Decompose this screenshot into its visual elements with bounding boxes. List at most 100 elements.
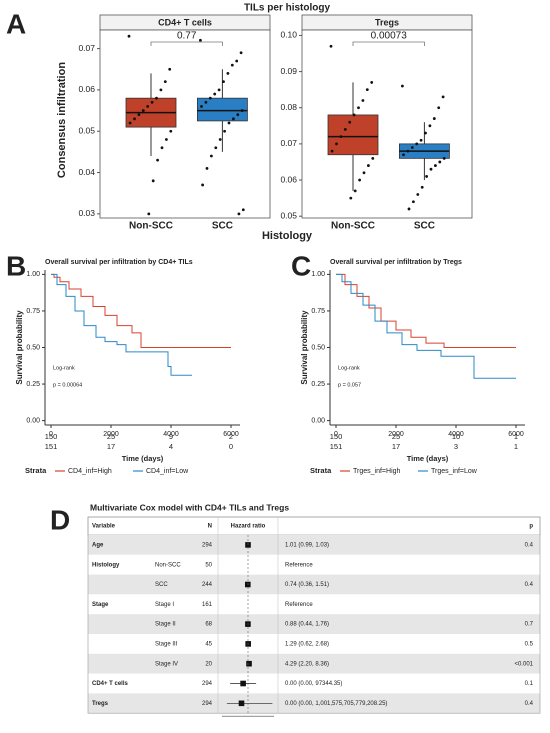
data-point [210, 154, 213, 158]
data-point [232, 117, 235, 121]
data-point [226, 71, 230, 75]
p-value: 0.5 [525, 641, 534, 647]
level: SCC [155, 582, 168, 588]
y-tick-label: 0.07 [280, 138, 297, 148]
data-point [401, 84, 404, 88]
data-point [141, 109, 145, 112]
n: 68 [205, 622, 212, 628]
data-point [163, 80, 167, 84]
data-point [371, 156, 375, 160]
data-point [410, 146, 414, 149]
data-point [241, 208, 245, 212]
data-point [239, 51, 243, 55]
x-tick-label: 0 [334, 431, 338, 438]
data-point [213, 92, 217, 96]
at-risk-count: 150 [330, 432, 343, 441]
data-point [362, 171, 366, 175]
hazard-ratio: Reference [285, 562, 313, 568]
at-risk-count: 10 [452, 432, 460, 441]
annotation: p = 0.057 [338, 382, 361, 388]
data-point [415, 142, 419, 146]
level: Non-SCC [155, 562, 181, 568]
data-point [147, 212, 151, 216]
y-axis-label: Survival probability [15, 310, 24, 385]
data-point [429, 167, 433, 171]
y-tick-label: 0.25 [311, 381, 325, 388]
facet-strip-label: CD4+ T cells [158, 17, 212, 27]
data-point [402, 153, 405, 157]
y-tick-label: 0.75 [311, 308, 325, 315]
hazard-ratio: 0.00 (0.00, 97344.35) [285, 681, 342, 687]
column-header: Variable [92, 524, 116, 530]
variable: Tregs [92, 701, 109, 707]
at-risk-count: 9 [169, 432, 173, 441]
data-point [155, 96, 158, 100]
column-header: N [208, 524, 212, 530]
p-value: 0.77 [177, 31, 197, 42]
survival-curve [51, 273, 231, 348]
hazard-ratio: 0.88 (0.44, 1.76) [285, 622, 329, 628]
annotation: Log-rank [338, 365, 360, 371]
survival-curve [336, 273, 516, 348]
legend-label: Trges_inf=Low [431, 468, 478, 475]
n: 294 [202, 701, 213, 707]
n: 294 [202, 542, 213, 548]
table-row [88, 574, 540, 595]
chart-title: Multivariate Cox model with CD4+ TILs an… [90, 502, 289, 512]
x-tick-label: Non-SCC [129, 221, 173, 232]
legend-title: Strata [25, 466, 47, 475]
data-point [204, 100, 208, 104]
at-risk-count: 3 [454, 442, 458, 451]
annotation: Log-rank [53, 365, 75, 371]
data-point [240, 109, 244, 112]
panel-label: B [6, 250, 26, 281]
hazard-ratio: Reference [285, 602, 313, 608]
data-point [150, 100, 154, 104]
hazard-ratio: 1.01 (0.99, 1.03) [285, 542, 329, 548]
y-tick-label: 0.09 [280, 66, 297, 76]
data-point [353, 189, 357, 193]
at-risk-count: 25 [392, 432, 400, 441]
data-point [412, 200, 415, 204]
data-point [339, 135, 343, 139]
data-point [424, 131, 427, 135]
at-risk-count: 4 [169, 442, 173, 451]
data-point [367, 164, 370, 167]
chart-title: Overall survival per infiltration by Tre… [330, 259, 462, 266]
hazard-ratio: 0.00 (0.00, 1,001,575,705,779,208.25) [285, 701, 387, 707]
p-value: 0.00073 [371, 31, 408, 42]
n: 161 [202, 602, 213, 608]
x-tick-label: SCC [212, 221, 233, 232]
data-point [416, 193, 420, 196]
x-axis-label: Time (days) [407, 454, 449, 463]
hazard-ratio: 4.29 (2.20, 8.36) [285, 661, 329, 667]
at-risk-count: 2 [229, 432, 233, 441]
chart-title: TILs per histology [244, 3, 331, 14]
y-tick-label: 0.06 [280, 174, 297, 184]
level: Stage III [155, 641, 178, 647]
data-point [217, 88, 221, 92]
panel-label: A [6, 8, 26, 39]
at-risk-count: 151 [45, 442, 58, 451]
legend-label: Trges_inf=High [353, 468, 401, 475]
data-point [205, 167, 209, 170]
survival-curve [336, 273, 516, 379]
n: 244 [202, 582, 213, 588]
data-point [352, 113, 356, 117]
data-point [442, 156, 446, 160]
x-tick-label: 6000 [508, 431, 524, 438]
at-risk-count: 1 [514, 432, 518, 441]
table-header [87, 516, 541, 536]
hazard-ratio: 1.29 (0.62, 2.68) [285, 641, 329, 647]
facet-strip-label: Tregs [375, 17, 399, 27]
box [196, 97, 248, 122]
data-point [330, 149, 334, 153]
x-tick-label: Non-SCC [331, 221, 375, 232]
data-point [137, 113, 141, 117]
data-point [441, 95, 445, 99]
y-tick-label: 0.05 [280, 210, 297, 220]
table-border [87, 516, 541, 714]
y-tick-label: 0.00 [26, 417, 40, 424]
annotation: p = 0.00064 [53, 382, 82, 388]
